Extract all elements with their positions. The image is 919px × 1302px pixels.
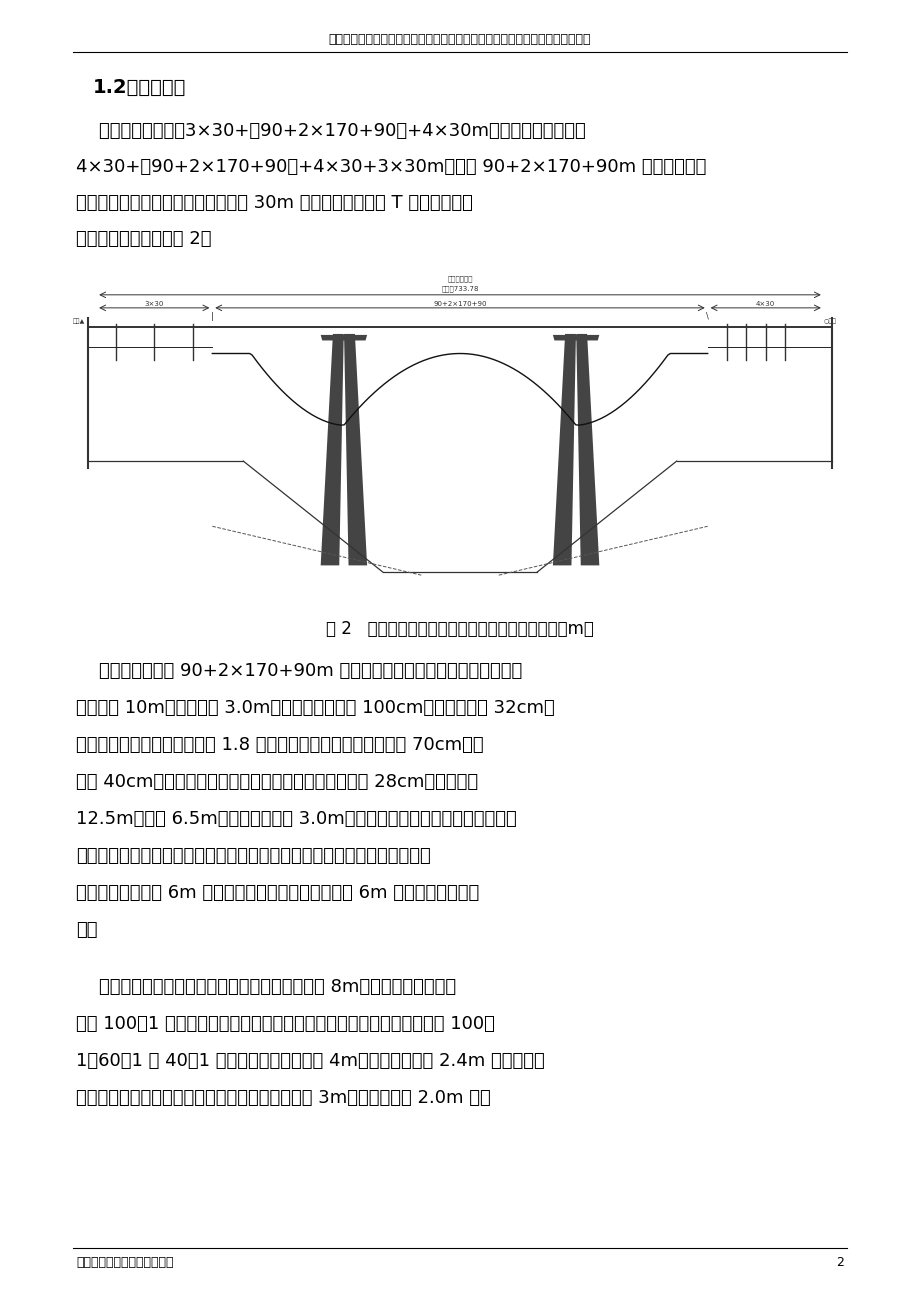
Text: 计，采用三向预应力，纵、横向预应力采用高强度低松弛钢绞线，竖向预应: 计，采用三向预应力，纵、横向预应力采用高强度低松弛钢绞线，竖向预应: [76, 848, 430, 865]
Text: 均按 100：1 放坡，横向根据墩高采用分段放坡方式，从上到下分别采用 100：: 均按 100：1 放坡，横向根据墩高采用分段放坡方式，从上到下分别采用 100：: [76, 1016, 494, 1032]
Text: 90+2×170+90: 90+2×170+90: [433, 301, 486, 307]
Text: 箱梁高度以及箱梁底板厚度按 1.8 次抛物线变化。箱梁腹板根部厚 70cm，跨: 箱梁高度以及箱梁底板厚度按 1.8 次抛物线变化。箱梁腹板根部厚 70cm，跨: [76, 736, 483, 754]
Text: \: \: [706, 311, 709, 320]
Text: 主桥上部结构为 90+2×170+90m 四跨预应力混凝土连续刚构箱梁，箱梁: 主桥上部结构为 90+2×170+90m 四跨预应力混凝土连续刚构箱梁，箱梁: [76, 661, 522, 680]
Polygon shape: [552, 335, 598, 340]
Text: 根部高度 10m，跨中高度 3.0m，箱梁根部底板厚 100cm，跨中底板厚 32cm，: 根部高度 10m，跨中高度 3.0m，箱梁根部底板厚 100cm，跨中底板厚 3…: [76, 699, 554, 717]
Text: 立面（左线）: 立面（左线）: [447, 275, 472, 281]
Text: 4×30: 4×30: [755, 301, 775, 307]
Bar: [73, 272, 846, 598]
Text: 1、60：1 和 40：1 三种坡率。主墩承台厚 4m，基础采用桩径 2.4m 的钻（挖）: 1、60：1 和 40：1 三种坡率。主墩承台厚 4m，基础采用桩径 2.4m …: [76, 1052, 544, 1070]
Polygon shape: [575, 333, 598, 565]
Text: 重墩▲: 重墩▲: [73, 318, 85, 324]
Polygon shape: [552, 333, 575, 565]
Text: 4×30+（90+2×170+90）+4×30+3×30m。其中 90+2×170+90m 为四跨预应力: 4×30+（90+2×170+90）+4×30+3×30m。其中 90+2×17…: [76, 158, 706, 176]
Text: 刚构。桥型布置图见图 2。: 刚构。桥型布置图见图 2。: [76, 230, 211, 247]
Text: 12.5m，底宽 6.5m，翼缘悬臂长度 3.0m。主桥上部构造按全预应力混凝土设: 12.5m，底宽 6.5m，翼缘悬臂长度 3.0m。主桥上部构造按全预应力混凝土…: [76, 810, 516, 828]
Text: 全桥长733.78: 全桥长733.78: [441, 285, 478, 292]
Text: |: |: [210, 311, 213, 320]
Polygon shape: [344, 333, 367, 565]
Text: 混凝土连续刚构主桥，两岸引桥采用 30m 后张预应力混凝土 T 梁，先简支后: 混凝土连续刚构主桥，两岸引桥采用 30m 后张预应力混凝土 T 梁，先简支后: [76, 194, 472, 212]
Text: 1.2双河口大桥: 1.2双河口大桥: [93, 78, 187, 98]
Text: 筋。: 筋。: [76, 921, 97, 939]
Text: 孔灌注桩。过渡墩采用等截面矩形空心墩，承台厚 3m，基础为直径 2.0m 的钻: 孔灌注桩。过渡墩采用等截面矩形空心墩，承台厚 3m，基础为直径 2.0m 的钻: [76, 1088, 490, 1107]
Text: 主桥桥墩采用双肢变截面矩形空心墩，肢间净距 8m，纵向每墩双肢外侧: 主桥桥墩采用双肢变截面矩形空心墩，肢间净距 8m，纵向每墩双肢外侧: [76, 978, 456, 996]
Text: 2: 2: [835, 1256, 843, 1269]
Text: 龙潭河大桥、双河口大桥、野三河大桥、关口堰３号桥、水南大桥施工技术交底: 龙潭河大桥、双河口大桥、野三河大桥、关口堰３号桥、水南大桥施工技术交底: [328, 33, 591, 46]
Text: 力在箱梁高度大于 6m 时采用钢绞线，在箱梁高度小于 6m 时采用精轧螺纹钢: 力在箱梁高度大于 6m 时采用钢绞线，在箱梁高度小于 6m 时采用精轧螺纹钢: [76, 884, 479, 902]
Text: 左线桥跨径布置为3×30+（90+2×170+90）+4×30m。右线桥跨径布置为: 左线桥跨径布置为3×30+（90+2×170+90）+4×30m。右线桥跨径布置…: [76, 122, 585, 141]
Text: 图 2   双河口特大桥左线桥桥型布置图（尺寸单位：m）: 图 2 双河口特大桥左线桥桥型布置图（尺寸单位：m）: [325, 620, 594, 638]
Text: ○桥墩: ○桥墩: [823, 318, 836, 324]
Text: 3×30: 3×30: [144, 301, 164, 307]
Polygon shape: [321, 333, 344, 565]
Text: 中交第二公路勘察设计研究院: 中交第二公路勘察设计研究院: [76, 1256, 174, 1269]
Text: 中厚 40cm，利用三个箱梁节段直线变化，箱梁顶板厚度 28cm。箱梁顶宽: 中厚 40cm，利用三个箱梁节段直线变化，箱梁顶板厚度 28cm。箱梁顶宽: [76, 773, 478, 792]
Polygon shape: [321, 335, 367, 340]
